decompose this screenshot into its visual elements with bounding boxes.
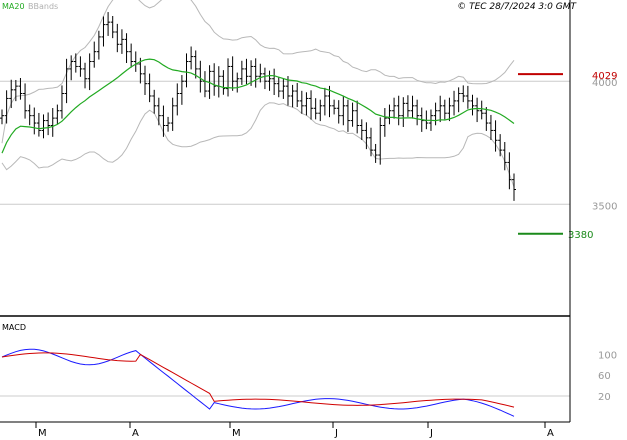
macd-signal-line	[1, 352, 515, 408]
macd-line	[1, 348, 515, 417]
copyright-label: © TEC 28/7/2024 3:0 GMT	[457, 2, 577, 12]
ma20-legend-label: MA20	[2, 2, 25, 11]
price-bars	[0, 12, 516, 201]
month-tick-label: J	[429, 428, 433, 439]
price-tick-label: 3500	[592, 201, 617, 212]
ma20-line	[1, 58, 515, 154]
macd-tick-label: 20	[598, 392, 611, 403]
macd-tick-labels: 20 60 100	[598, 350, 617, 403]
month-tick-label: M	[38, 428, 47, 439]
bbands-legend-label: BBands	[28, 2, 58, 11]
resistance-level-label: 4029	[592, 71, 617, 82]
macd-tick-label: 60	[598, 371, 611, 382]
month-tick-label: M	[232, 428, 241, 439]
month-tick-label: A	[547, 428, 554, 439]
macd-panel-label: MACD	[2, 323, 26, 332]
macd-tick-label: 100	[598, 350, 617, 361]
month-tick-label: J	[334, 428, 338, 439]
price-tick-labels: 3500 4000	[592, 78, 617, 212]
price-tick-label: 4000	[592, 78, 617, 89]
month-tick-label: A	[132, 428, 139, 439]
price-panel	[0, 0, 570, 315]
bband-lower-line	[1, 102, 515, 187]
grid-lines	[0, 80, 570, 397]
bband-upper-line	[1, 0, 515, 144]
support-level-label: 3380	[568, 230, 593, 241]
macd-panel	[0, 318, 570, 422]
